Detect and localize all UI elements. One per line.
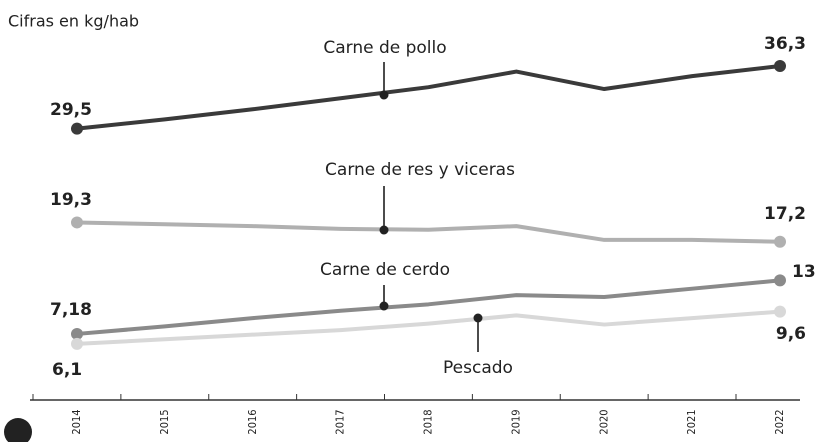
endpoint bbox=[774, 235, 786, 248]
endpoint bbox=[774, 60, 786, 73]
x-tick-label: 2016 bbox=[246, 409, 259, 434]
label-pointer-dot bbox=[379, 301, 389, 311]
x-tick-label: 2020 bbox=[597, 409, 610, 434]
x-tick-label: 2021 bbox=[685, 409, 698, 434]
series-label: Carne de cerdo bbox=[320, 260, 450, 280]
series-line bbox=[76, 64, 781, 131]
endpoint bbox=[71, 122, 83, 135]
label-pointer-dot bbox=[379, 225, 389, 235]
value-label: 13 bbox=[792, 262, 816, 282]
series-line bbox=[76, 220, 781, 244]
value-label: 29,5 bbox=[50, 100, 92, 120]
endpoint bbox=[71, 216, 83, 229]
series-label: Carne de pollo bbox=[323, 38, 446, 58]
value-label: 17,2 bbox=[764, 204, 806, 224]
chart-subtitle: Cifras en kg/hab bbox=[8, 12, 139, 31]
series-line bbox=[76, 278, 781, 336]
series-label: Carne de res y viceras bbox=[325, 160, 515, 180]
value-label: 36,3 bbox=[764, 34, 806, 54]
logo bbox=[4, 418, 32, 442]
x-tick-label: 2017 bbox=[334, 409, 347, 434]
value-label: 9,6 bbox=[776, 324, 806, 344]
endpoint bbox=[774, 305, 786, 318]
x-tick-label: 2019 bbox=[509, 409, 522, 434]
value-label: 19,3 bbox=[50, 190, 92, 210]
series-line bbox=[76, 309, 781, 346]
endpoint bbox=[71, 327, 83, 340]
series-label: Pescado bbox=[443, 358, 513, 378]
x-tick-label: 2014 bbox=[70, 409, 83, 434]
label-pointer-dot bbox=[473, 313, 483, 323]
endpoint bbox=[774, 274, 786, 287]
x-tick-label: 2022 bbox=[773, 409, 786, 434]
label-pointer-dot bbox=[379, 90, 389, 100]
x-tick-label: 2018 bbox=[422, 409, 435, 434]
value-label: 7,18 bbox=[50, 300, 92, 320]
value-label: 6,1 bbox=[52, 360, 82, 380]
endpoint bbox=[71, 337, 83, 350]
x-tick-label: 2015 bbox=[158, 409, 171, 434]
